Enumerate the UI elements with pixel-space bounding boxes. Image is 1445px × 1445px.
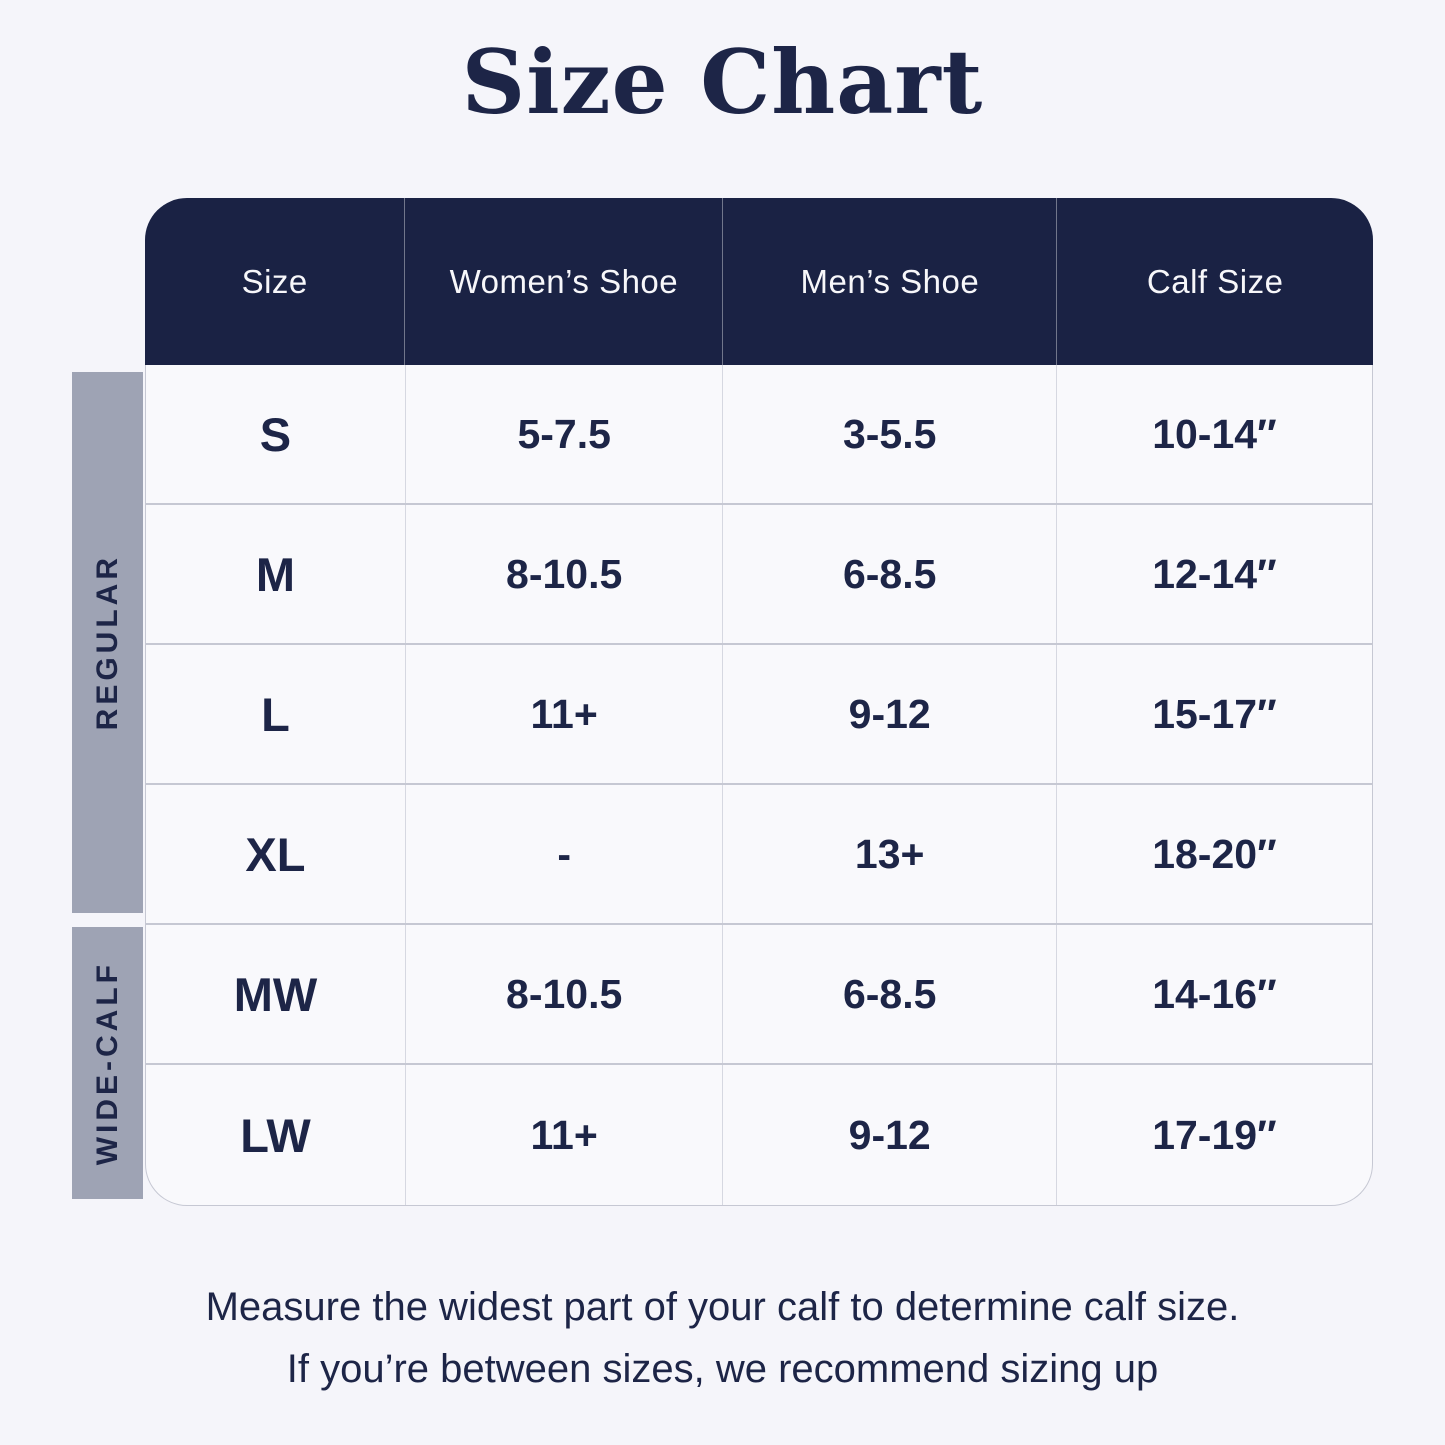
column-header-mens-shoe: Men’s Shoe: [723, 198, 1058, 365]
size-cell: MW: [146, 925, 406, 1063]
footer-note-line1: Measure the widest part of your calf to …: [205, 1285, 1240, 1329]
table-body: S 5-7.5 3-5.5 10-14″ M 8-10.5 6-8.5 12-1…: [145, 365, 1373, 1206]
size-cell: XL: [146, 785, 406, 923]
column-header-size: Size: [145, 198, 406, 365]
mens-shoe-cell: 9-12: [723, 645, 1057, 783]
table-row-lw: LW 11+ 9-12 17-19″: [146, 1065, 1372, 1205]
column-header-womens-shoe: Women’s Shoe: [405, 198, 724, 365]
calf-size-cell: 10-14″: [1152, 410, 1277, 457]
calf-size-cell: 18-20″: [1152, 830, 1277, 877]
size-chart-table: Size Women’s Shoe Men’s Shoe Calf Size S…: [145, 198, 1373, 1206]
size-cell: L: [146, 645, 406, 783]
mens-shoe-cell: 6-8.5: [723, 505, 1057, 643]
womens-shoe-cell: 11+: [406, 1065, 724, 1205]
mens-shoe-cell: 9-12: [723, 1065, 1057, 1205]
group-label-wide-calf-text: WIDE-CALF: [90, 960, 124, 1166]
womens-shoe-cell: 5-7.5: [406, 365, 724, 503]
footer-note: Measure the widest part of your calf to …: [0, 1276, 1445, 1400]
table-row-xl: XL - 13+ 18-20″: [146, 785, 1372, 925]
womens-shoe-cell: -: [406, 785, 724, 923]
womens-shoe-cell: 8-10.5: [406, 925, 724, 1063]
mens-shoe-cell: 3-5.5: [723, 365, 1057, 503]
group-label-wide-calf: WIDE-CALF: [72, 927, 143, 1199]
womens-shoe-cell: 8-10.5: [406, 505, 724, 643]
womens-shoe-cell: 11+: [406, 645, 724, 783]
table-row-m: M 8-10.5 6-8.5 12-14″: [146, 505, 1372, 645]
calf-size-cell: 15-17″: [1152, 690, 1277, 737]
calf-size-cell: 12-14″: [1152, 550, 1277, 597]
mens-shoe-cell: 6-8.5: [723, 925, 1057, 1063]
column-header-calf-size: Calf Size: [1146, 262, 1284, 300]
table-header-row: Size Women’s Shoe Men’s Shoe Calf Size: [145, 198, 1373, 365]
calf-size-cell: 14-16″: [1152, 970, 1277, 1017]
table-row-l: L 11+ 9-12 15-17″: [146, 645, 1372, 785]
size-cell: LW: [146, 1065, 406, 1205]
size-cell: S: [146, 365, 406, 503]
footer-note-line2: If you’re between sizes, we recommend si…: [286, 1347, 1159, 1391]
mens-shoe-cell: 13+: [723, 785, 1057, 923]
table-row-s: S 5-7.5 3-5.5 10-14″: [146, 365, 1372, 505]
group-label-regular-text: REGULAR: [90, 554, 124, 731]
page-title: Size Chart: [461, 30, 984, 134]
size-cell: M: [146, 505, 406, 643]
table-row-mw: MW 8-10.5 6-8.5 14-16″: [146, 925, 1372, 1065]
group-label-regular: REGULAR: [72, 372, 143, 913]
calf-size-cell: 17-19″: [1152, 1111, 1277, 1158]
